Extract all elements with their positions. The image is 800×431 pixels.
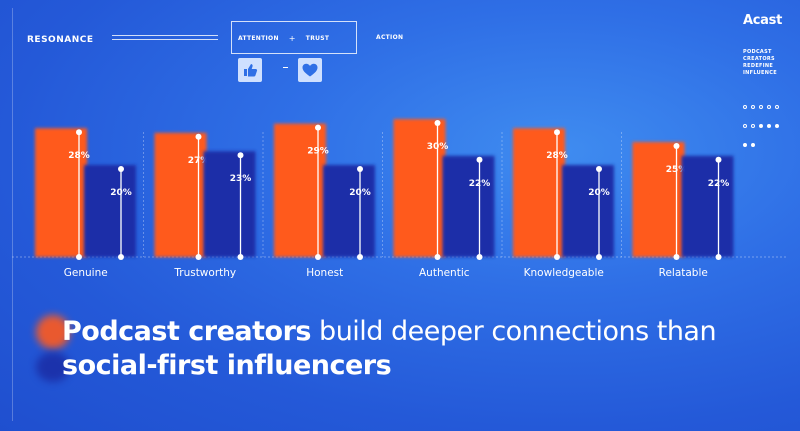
bar-marker-bottom: [554, 254, 560, 260]
bar-marker-bottom: [476, 254, 483, 260]
trust-label: TRUST: [305, 35, 330, 42]
data-label: 30%: [427, 142, 449, 152]
data-label: 25%: [666, 165, 688, 175]
bar-marker-top: [596, 166, 602, 172]
bar-marker-top: [237, 152, 244, 159]
bar-marker-bottom: [596, 254, 602, 260]
bar-marker-top: [195, 133, 202, 140]
attention-label: ATTENTION: [238, 35, 279, 42]
bar-podcast: [393, 119, 446, 257]
icon-separator: [283, 67, 288, 68]
headline: Podcast creators build deeper connection…: [62, 315, 762, 383]
bar-marker-bottom: [237, 254, 244, 260]
headline-bold: Podcast creators: [62, 316, 311, 347]
category-label: Authentic: [419, 267, 470, 279]
content-frame: [12, 8, 788, 421]
decorative-lines: [112, 35, 218, 43]
bar-influencer: [203, 151, 256, 257]
data-label: 22%: [708, 179, 730, 189]
bar-marker-bottom: [118, 254, 124, 260]
section-label: RESONANCE: [27, 35, 94, 45]
data-label: 20%: [110, 188, 132, 198]
bar-marker-bottom: [434, 254, 441, 260]
decorative-dots: [743, 101, 793, 158]
bar-podcast: [513, 128, 565, 257]
bar-influencer: [323, 165, 375, 257]
category-label: Trustworthy: [173, 267, 236, 279]
bar-marker-top: [554, 129, 560, 136]
bar-podcast: [35, 128, 87, 257]
headline-rest: build deeper connections than: [310, 316, 717, 347]
data-label: 29%: [307, 147, 329, 157]
data-label: 22%: [469, 179, 491, 189]
headline-line2: social-first influencers: [62, 350, 392, 381]
attention-trust-box: ATTENTION + TRUST: [231, 21, 357, 54]
bar-marker-top: [715, 156, 722, 163]
action-label: ACTION: [376, 34, 404, 41]
category-label: Relatable: [659, 267, 708, 279]
data-label: 28%: [68, 151, 90, 161]
acast-logo: Acast: [743, 13, 782, 28]
bar-influencer: [681, 155, 734, 257]
data-label: 23%: [230, 174, 252, 184]
category-label: Knowledgeable: [524, 267, 604, 279]
category-label: Honest: [306, 267, 343, 279]
data-label: 28%: [546, 151, 568, 161]
data-label: 20%: [588, 188, 610, 198]
bar-marker-top: [673, 143, 680, 149]
brand-tagline: PODCAST CREATORS REDEFINE INFLUENCE: [743, 49, 777, 76]
bar-influencer: [84, 165, 136, 257]
bar-marker-bottom: [715, 254, 722, 260]
thumbs-up-icon: [238, 58, 262, 82]
bar-marker-top: [315, 124, 321, 131]
data-label: 27%: [188, 156, 210, 166]
bar-podcast: [632, 142, 685, 257]
bar-marker-top: [434, 120, 441, 126]
bar-marker-bottom: [195, 254, 202, 260]
bar-influencer: [562, 165, 614, 257]
bar-marker-top: [118, 166, 124, 172]
podcast-color-blob: [36, 315, 70, 349]
bar-marker-bottom: [357, 254, 363, 260]
heart-icon: [298, 58, 322, 82]
plus-sign: +: [288, 34, 296, 43]
bar-marker-bottom: [673, 254, 680, 260]
influencer-color-blob: [36, 352, 70, 382]
category-label: Genuine: [64, 267, 108, 279]
data-label: 20%: [349, 188, 371, 198]
bar-marker-top: [357, 166, 363, 172]
bar-podcast: [274, 123, 326, 257]
bar-podcast: [154, 132, 207, 257]
bar-marker-bottom: [76, 254, 82, 260]
bar-marker-bottom: [315, 254, 321, 260]
bar-marker-top: [476, 156, 483, 163]
bar-influencer: [442, 155, 495, 257]
bar-marker-top: [76, 129, 82, 136]
